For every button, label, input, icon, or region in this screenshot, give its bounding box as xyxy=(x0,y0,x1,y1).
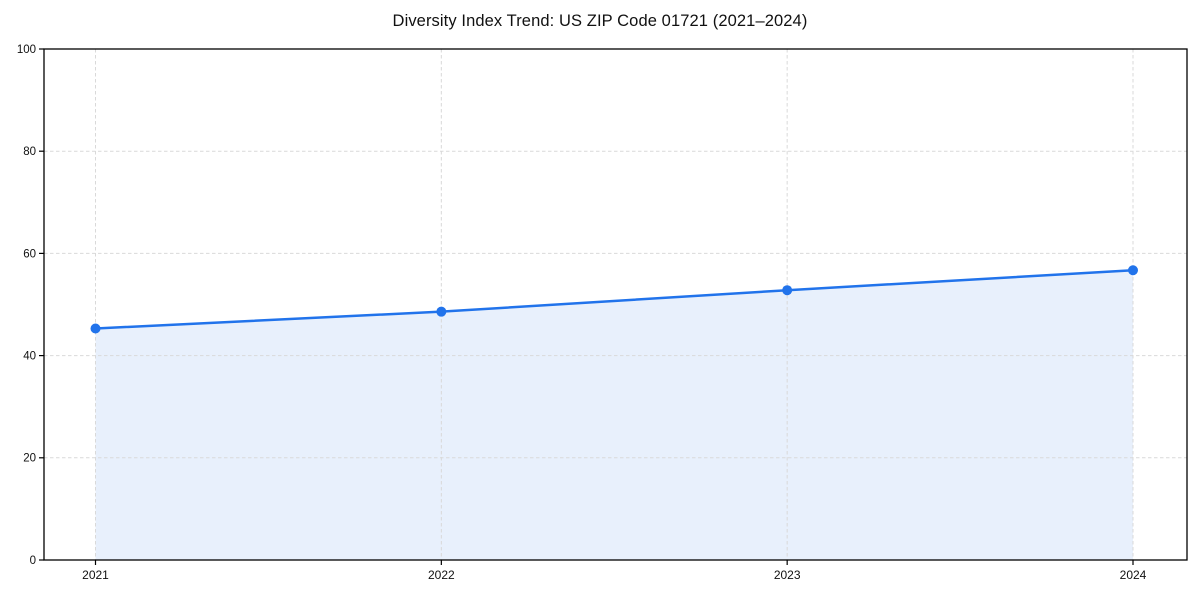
area-fill xyxy=(95,270,1133,560)
y-axis-tick-label: 20 xyxy=(23,453,36,465)
y-axis-tick-label: 60 xyxy=(23,248,36,260)
x-axis-tick-label: 2022 xyxy=(428,568,455,582)
chart-title: Diversity Index Trend: US ZIP Code 01721… xyxy=(392,12,808,30)
data-point-marker xyxy=(436,306,447,317)
data-point-marker xyxy=(782,285,793,296)
y-axis-tick-label: 40 xyxy=(23,351,36,363)
data-point-marker xyxy=(90,323,101,334)
axes-spines xyxy=(43,48,1188,561)
y-axis-tick-label: 80 xyxy=(23,146,36,158)
x-axis-tick-label: 2021 xyxy=(82,568,109,582)
x-axis-tick-label: 2023 xyxy=(774,568,801,582)
trend-line xyxy=(94,269,1135,330)
y-axis-tick-label: 0 xyxy=(30,555,36,567)
x-axis-tick-label: 2024 xyxy=(1120,568,1147,582)
data-point-marker xyxy=(1128,265,1138,276)
y-axis-tick-label: 100 xyxy=(17,44,36,56)
